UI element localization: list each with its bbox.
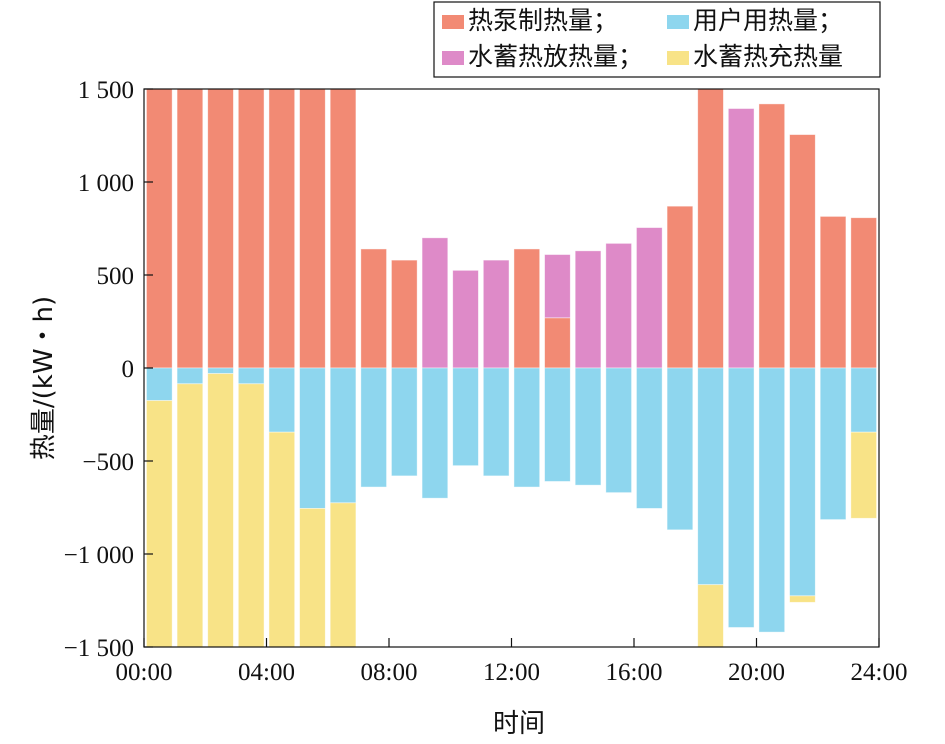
bar-user_heat-h7: [329, 367, 357, 504]
x-tick-label: 24:00: [851, 659, 908, 686]
bar-storage_charge-h6: [299, 508, 326, 648]
bar-user_heat-h11: [452, 367, 479, 467]
bar-storage_release-h12: [482, 259, 510, 369]
bar-user_heat-h24: [850, 367, 877, 433]
x-tick-label: 20:00: [728, 659, 785, 686]
bar-heat_pump-h24: [850, 217, 877, 369]
bar-user_heat-h14: [544, 367, 571, 482]
legend-swatch-heat_pump: [442, 15, 464, 29]
bar-heat_pump-h7: [329, 88, 357, 369]
bar-heat_pump-h6: [299, 88, 326, 369]
y-tick-label: 0: [122, 356, 135, 383]
bar-heat_pump-h18: [666, 205, 694, 369]
y-tick-label: 500: [97, 263, 135, 290]
bar-user_heat-h19: [697, 367, 724, 586]
legend-label-heat_pump: 热泵制热量；: [468, 6, 618, 35]
y-tick-label: −1 000: [64, 542, 134, 569]
bar-storage_release-h17: [636, 227, 663, 369]
bar-storage_charge-h22: [789, 595, 816, 603]
bar-heat_pump-h23: [819, 216, 847, 369]
bars-layer: [146, 88, 877, 648]
legend-label-storage_release: 水蓄热放热量；: [468, 42, 643, 71]
bar-storage_charge-h3: [207, 373, 234, 648]
bar-storage_charge-h7: [329, 502, 357, 648]
bar-user_heat-h1: [146, 367, 173, 401]
bar-heat_pump-h1: [146, 88, 173, 369]
bar-storage_release-h15: [574, 250, 602, 369]
bar-user_heat-h16: [605, 367, 632, 494]
bar-user_heat-h15: [574, 367, 602, 486]
y-tick-label: −500: [82, 449, 134, 476]
bar-user_heat-h10: [421, 367, 449, 499]
x-tick-label: 12:00: [483, 659, 540, 686]
legend-box: [433, 1, 881, 78]
bar-user_heat-h5: [268, 367, 296, 433]
bar-heat_pump-h19: [697, 88, 724, 369]
bar-storage_release-h14: [544, 254, 571, 319]
y-tick-label: −1 500: [64, 635, 134, 662]
x-tick-label: 00:00: [116, 659, 173, 686]
bar-storage_charge-h2: [176, 383, 204, 648]
bar-user_heat-h18: [666, 367, 694, 531]
x-tick-label: 16:00: [606, 659, 663, 686]
bar-storage_charge-h24: [850, 431, 877, 519]
x-tick-label: 04:00: [238, 659, 295, 686]
bar-heat_pump-h9: [391, 259, 418, 369]
bar-heat_pump-h2: [176, 88, 204, 369]
bar-storage_charge-h19: [697, 584, 724, 648]
bar-heat_pump-h14: [544, 317, 571, 369]
bar-user_heat-h3: [207, 367, 234, 374]
legend-swatch-storage_release: [442, 51, 464, 65]
bar-storage_release-h16: [605, 242, 632, 369]
bar-user_heat-h13: [513, 367, 541, 488]
bar-user_heat-h21: [758, 367, 786, 633]
bar-heat_pump-h8: [360, 248, 387, 369]
bar-storage_charge-h1: [146, 400, 173, 648]
bar-user_heat-h20: [727, 367, 755, 628]
bar-storage_charge-h5: [268, 431, 296, 648]
bar-user_heat-h9: [391, 367, 418, 477]
bar-user_heat-h8: [360, 367, 387, 488]
y-tick-label: 1 000: [78, 170, 134, 197]
bar-storage_release-h10: [421, 237, 449, 369]
bar-user_heat-h4: [237, 367, 265, 385]
bar-storage_release-h20: [727, 108, 755, 369]
bar-heat_pump-h5: [268, 88, 296, 369]
y-axis-title: 热量/(kW・h): [29, 296, 59, 460]
bar-user_heat-h2: [176, 367, 204, 385]
bar-user_heat-h17: [636, 367, 663, 509]
bar-heat_pump-h3: [207, 88, 234, 369]
legend: 热泵制热量； 用户用热量； 水蓄热放热量； 水蓄热充热量: [433, 1, 881, 78]
bar-user_heat-h12: [482, 367, 510, 477]
legend-swatch-storage_charge: [667, 51, 689, 65]
legend-label-user_heat: 用户用热量；: [693, 6, 843, 35]
bar-storage_charge-h4: [237, 383, 265, 648]
bar-user_heat-h23: [819, 367, 847, 520]
bar-heat_pump-h21: [758, 103, 786, 369]
legend-swatch-user_heat: [667, 15, 689, 29]
x-axis-title: 时间: [493, 709, 545, 739]
x-tick-label: 08:00: [361, 659, 418, 686]
bar-user_heat-h22: [789, 367, 816, 597]
y-tick-label: 1 500: [78, 77, 134, 104]
bar-user_heat-h6: [299, 367, 326, 509]
bar-heat_pump-h4: [237, 88, 265, 369]
legend-label-storage_charge: 水蓄热充热量: [693, 42, 843, 71]
bar-heat_pump-h13: [513, 248, 541, 369]
bar-heat_pump-h22: [789, 134, 816, 369]
bar-storage_release-h11: [452, 269, 479, 369]
